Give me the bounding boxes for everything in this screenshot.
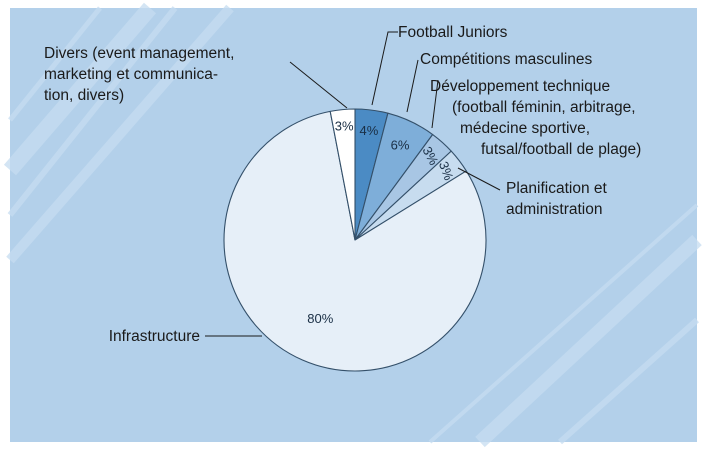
slice-category-label: Planification et administration <box>506 180 608 218</box>
pie-slice <box>223 110 487 372</box>
slice-category-label-line: tion, divers) <box>44 87 124 104</box>
background-stripe <box>8 6 102 122</box>
background-stripe <box>428 203 699 444</box>
slice-percent-label: 4% <box>360 123 379 138</box>
leader-line <box>457 167 501 191</box>
category-labels: Football Juniors Compétitions masculines D… <box>44 24 641 345</box>
slice-category-label-line: Infrastructure <box>109 328 200 345</box>
slice-category-label: Infrastructure <box>109 328 200 345</box>
leader-line <box>431 79 439 129</box>
slice-category-label: Compétitions masculines <box>420 51 593 68</box>
slice-category-label-line: administration <box>506 201 603 218</box>
slice-percent-label: 3% <box>335 119 354 134</box>
slice-category-label-line: médecine sportive, <box>460 120 590 137</box>
leader-line <box>289 61 348 109</box>
slice-category-label-line: Compétitions masculines <box>420 51 593 68</box>
background-stripes <box>3 2 702 448</box>
slice-category-label-line: futsal/football de plage) <box>481 141 641 158</box>
slice-percent-label: 80% <box>307 311 333 326</box>
leader-lines <box>205 31 501 337</box>
slice-category-label: Divers (event management, marketing et co… <box>44 45 234 104</box>
slice-category-label-line: marketing et communica- <box>44 66 218 83</box>
slice-category-label-line: Planification et <box>506 180 608 197</box>
pie-slices <box>223 108 487 372</box>
background-stripe <box>7 6 178 217</box>
slice-category-label: Football Juniors <box>398 24 508 41</box>
slice-category-label-line: Football Juniors <box>398 24 508 41</box>
slice-percent-label: 6% <box>391 137 410 152</box>
slice-category-label-line: Développement technique <box>430 78 610 95</box>
leader-line <box>406 59 419 113</box>
slice-percent-label: 3% <box>436 159 457 182</box>
pie-slice <box>329 108 356 241</box>
leader-line <box>371 31 398 106</box>
background-stripe <box>3 2 157 176</box>
background-stripe <box>558 317 699 445</box>
background-stripe <box>6 4 234 264</box>
slice-category-label: Développement technique (football féminin… <box>430 78 641 158</box>
background-stripe <box>475 234 702 448</box>
slice-category-label-line: Divers (event management, <box>44 45 234 62</box>
slice-category-label-line: (football féminin, arbitrage, <box>452 99 636 116</box>
